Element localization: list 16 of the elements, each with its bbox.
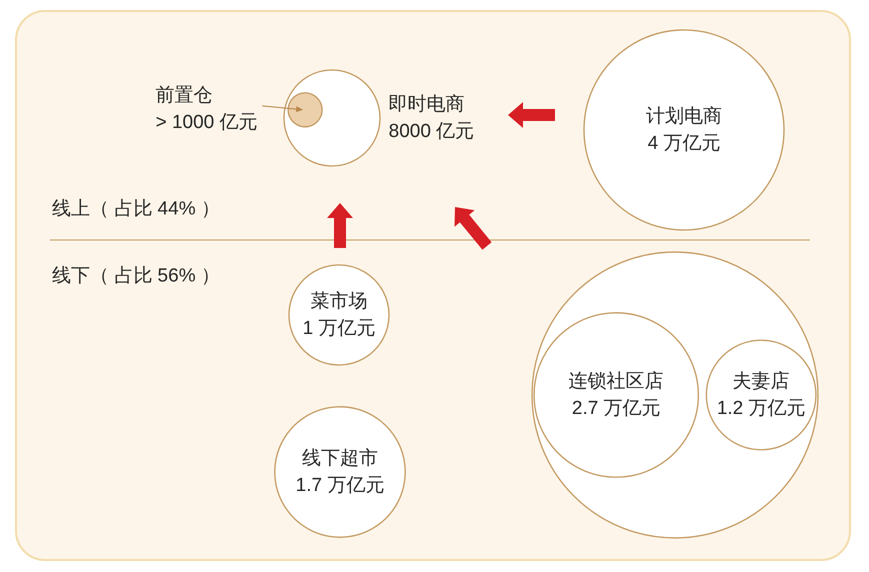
data-label: 4 万亿元: [648, 133, 720, 154]
category-label: 夫妻店: [732, 370, 790, 392]
category-label: 菜市场: [310, 290, 368, 312]
category-label: 连锁社区店: [568, 370, 664, 392]
data-label: 2.7 万亿元: [572, 398, 661, 419]
category-label: 计划电商: [646, 105, 722, 127]
data-label: 1 万亿元: [302, 318, 376, 339]
data-label: 1.7 万亿元: [296, 475, 384, 496]
data-label: 1.2 万亿元: [716, 398, 806, 419]
text: 线上（ 占比 44% ）: [52, 198, 220, 220]
data-label: 8000 亿元: [388, 121, 474, 142]
category-label: 即时电商: [388, 93, 465, 115]
data-label: > 1000 亿元: [156, 112, 258, 134]
category-label: 线下超市: [302, 447, 378, 469]
text: 线下（ 占比 56% ）: [52, 266, 220, 286]
category-label: 前置仓: [156, 85, 213, 106]
